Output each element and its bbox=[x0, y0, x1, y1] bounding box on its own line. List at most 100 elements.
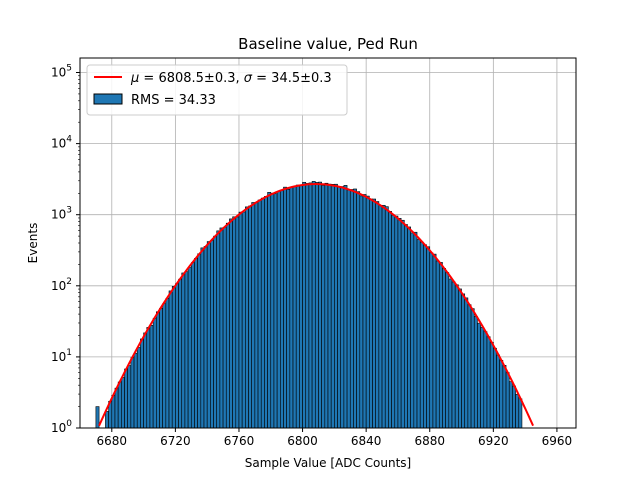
histogram-bar bbox=[232, 216, 237, 429]
histogram-bar bbox=[416, 239, 421, 429]
histogram-bar bbox=[295, 184, 300, 429]
histogram-bar bbox=[518, 398, 523, 429]
histogram-bar bbox=[324, 182, 329, 429]
histogram-bar bbox=[114, 387, 119, 429]
y-tick-label: 100 bbox=[51, 419, 72, 435]
legend-hist-swatch bbox=[93, 93, 123, 105]
legend-hist-label: RMS = 34.33 bbox=[131, 93, 216, 108]
x-axis-ticks: 6680 6720 6760 6800 6840 6880 6920 6960 bbox=[97, 428, 573, 448]
histogram-bar bbox=[216, 230, 221, 429]
histogram-bar bbox=[502, 365, 507, 429]
histogram-bar bbox=[419, 241, 424, 429]
histogram-bar bbox=[388, 211, 392, 429]
histogram-bar bbox=[375, 201, 380, 429]
histogram-bar bbox=[372, 198, 376, 429]
histogram-bar bbox=[413, 231, 418, 429]
y-tick-label: 101 bbox=[51, 348, 72, 364]
histogram-bar bbox=[489, 341, 494, 429]
histogram-bar bbox=[353, 188, 357, 429]
y-tick-label: 104 bbox=[51, 135, 72, 151]
histogram-bar bbox=[251, 202, 256, 429]
histogram-bar bbox=[499, 360, 504, 429]
histogram-bar bbox=[384, 206, 389, 429]
histogram-bar bbox=[130, 357, 135, 429]
histogram-bar bbox=[337, 186, 342, 429]
y-tick-label: 105 bbox=[51, 64, 72, 80]
histogram-bar bbox=[235, 216, 240, 429]
x-tick-label: 6920 bbox=[478, 434, 509, 448]
histogram-bar bbox=[451, 281, 456, 429]
histogram-bar bbox=[127, 365, 132, 429]
histogram-bar bbox=[175, 283, 179, 429]
histogram-bar bbox=[464, 297, 469, 429]
histogram-bar bbox=[302, 181, 307, 429]
histogram-bar bbox=[162, 303, 167, 429]
histogram-bar bbox=[225, 222, 230, 429]
x-tick-label: 6840 bbox=[351, 434, 382, 448]
histogram-bar bbox=[410, 232, 415, 429]
histogram-bar bbox=[152, 317, 157, 429]
histogram-bar bbox=[423, 244, 427, 429]
histogram-bar bbox=[229, 218, 233, 429]
legend-fit-label: μ = 6808.5±0.3, σ = 34.5±0.3 bbox=[130, 71, 332, 86]
histogram-bar bbox=[432, 253, 437, 429]
histogram-bar bbox=[292, 186, 297, 429]
histogram-bar bbox=[505, 372, 510, 429]
histogram-bar bbox=[359, 195, 364, 429]
histogram-bar bbox=[121, 377, 125, 429]
histogram-bar bbox=[254, 202, 259, 429]
histogram-bar bbox=[362, 194, 367, 429]
histogram-bar bbox=[400, 219, 405, 429]
histogram-bar bbox=[321, 185, 326, 429]
histogram-bar bbox=[448, 278, 453, 429]
histogram-bar bbox=[238, 211, 243, 429]
histogram-bar bbox=[136, 347, 141, 429]
histogram-bar bbox=[117, 381, 122, 429]
x-tick-label: 6960 bbox=[542, 434, 573, 448]
histogram-bar bbox=[210, 240, 214, 429]
histogram-bar bbox=[267, 192, 272, 429]
histogram-bar bbox=[397, 217, 402, 429]
histogram-bar bbox=[206, 241, 211, 429]
histogram-bar bbox=[378, 205, 383, 429]
histogram-bar bbox=[486, 336, 491, 429]
histogram-bar bbox=[222, 226, 227, 429]
histogram-bar bbox=[314, 182, 319, 429]
histogram-bar bbox=[407, 226, 411, 429]
histogram-bar bbox=[105, 411, 109, 429]
histogram-bar bbox=[245, 206, 249, 429]
histogram-bar bbox=[394, 215, 399, 429]
histogram-bar bbox=[470, 308, 475, 429]
gaussian-fit-line bbox=[98, 183, 534, 427]
histogram-bar bbox=[356, 191, 361, 429]
histogram-bar bbox=[343, 185, 348, 429]
x-tick-label: 6760 bbox=[224, 434, 255, 448]
x-tick-label: 6880 bbox=[414, 434, 445, 448]
histogram-bar bbox=[493, 347, 497, 429]
histogram-bar bbox=[330, 184, 335, 429]
histogram-bar bbox=[496, 354, 500, 429]
histogram-bar bbox=[171, 286, 176, 429]
legend-box bbox=[86, 64, 348, 116]
histogram-bar bbox=[159, 307, 163, 429]
histogram-bar bbox=[260, 197, 265, 429]
histogram-bar bbox=[184, 271, 189, 429]
x-axis-label: Sample Value [ADC Counts] bbox=[245, 456, 411, 470]
histogram-bar bbox=[124, 368, 128, 429]
histogram-bar bbox=[445, 272, 450, 429]
y-axis-label: Events bbox=[26, 223, 40, 264]
histogram-bar bbox=[190, 262, 195, 429]
histogram-bar bbox=[477, 322, 481, 429]
histogram-bar bbox=[178, 278, 183, 429]
histogram-bar bbox=[391, 214, 396, 429]
histogram-bar bbox=[299, 185, 303, 429]
histogram-bar bbox=[140, 338, 144, 429]
fit-curve bbox=[98, 183, 534, 427]
histogram-bar bbox=[473, 316, 478, 429]
histogram-bar bbox=[435, 260, 440, 429]
histogram-bar bbox=[480, 327, 485, 429]
histogram-bar bbox=[200, 247, 205, 429]
histogram-bar bbox=[442, 268, 446, 429]
histogram-bar bbox=[286, 189, 291, 429]
